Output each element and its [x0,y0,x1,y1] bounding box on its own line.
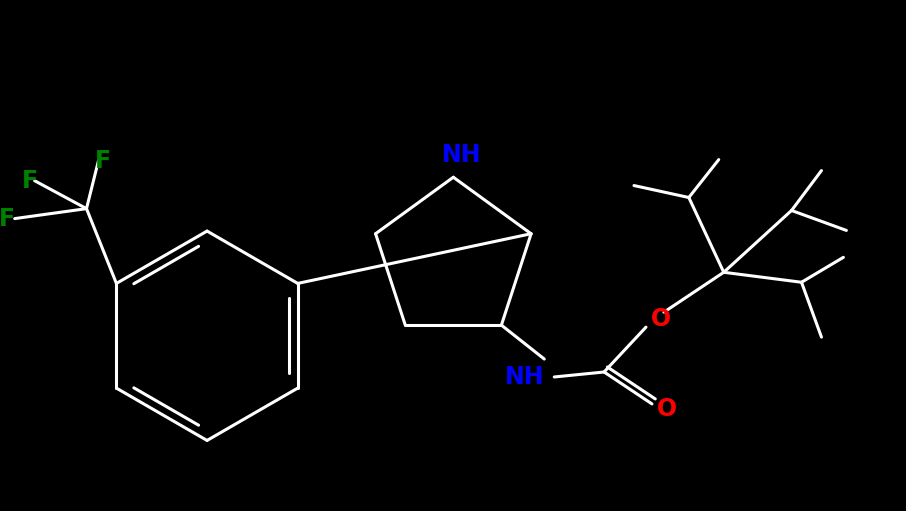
Text: F: F [95,149,111,173]
Text: O: O [657,397,677,421]
Text: F: F [22,169,38,193]
Text: NH: NH [441,143,481,167]
Text: O: O [651,307,671,331]
Text: F: F [0,206,14,230]
Text: NH: NH [505,365,545,389]
